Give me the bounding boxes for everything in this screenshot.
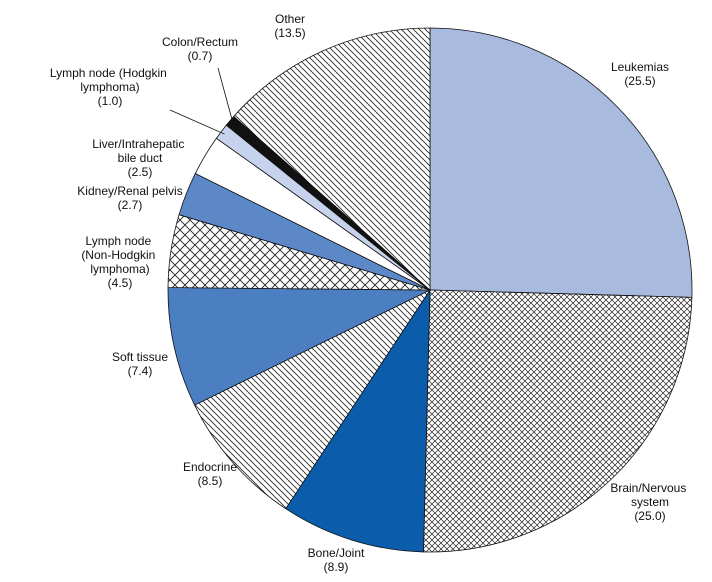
slice-label: Colon/Rectum bbox=[162, 35, 238, 49]
slice-label: Other bbox=[275, 12, 305, 26]
value-label: (2.7) bbox=[118, 198, 143, 212]
slice-label: Lymph node (Hodgkin lymphoma) bbox=[50, 66, 170, 94]
pie-slice bbox=[285, 288, 431, 553]
pie-slice bbox=[429, 27, 693, 298]
slice-label: Kidney/Renal pelvis bbox=[77, 184, 182, 198]
pie-slice bbox=[423, 289, 693, 553]
value-label: (25.0) bbox=[634, 509, 665, 523]
slice-label: Bone/Joint bbox=[308, 546, 365, 560]
leader-line bbox=[169, 109, 225, 135]
pie-slice bbox=[167, 287, 431, 406]
slice-label: Liver/Intrahepatic bile duct bbox=[92, 137, 187, 165]
slice-label: Leukemias bbox=[611, 60, 669, 74]
pie-slice bbox=[233, 27, 431, 291]
slice-label: Endocrine bbox=[183, 460, 237, 474]
value-label: (8.5) bbox=[198, 474, 223, 488]
value-label: (4.5) bbox=[108, 276, 133, 290]
value-label: (1.0) bbox=[98, 94, 123, 108]
value-label: (2.5) bbox=[128, 165, 153, 179]
leader-line bbox=[217, 67, 234, 124]
value-label: (8.9) bbox=[324, 560, 349, 574]
pie-slice bbox=[194, 288, 432, 510]
value-label: (0.7) bbox=[188, 49, 213, 63]
value-label: (13.5) bbox=[274, 26, 305, 40]
slice-label: Soft tissue bbox=[112, 350, 168, 364]
value-label: (7.4) bbox=[128, 364, 153, 378]
slice-label: Brain/Nervous system bbox=[610, 481, 689, 509]
slice-label: Lymph node (Non-Hodgkin lymphoma) bbox=[81, 234, 158, 276]
value-label: (25.5) bbox=[624, 74, 655, 88]
